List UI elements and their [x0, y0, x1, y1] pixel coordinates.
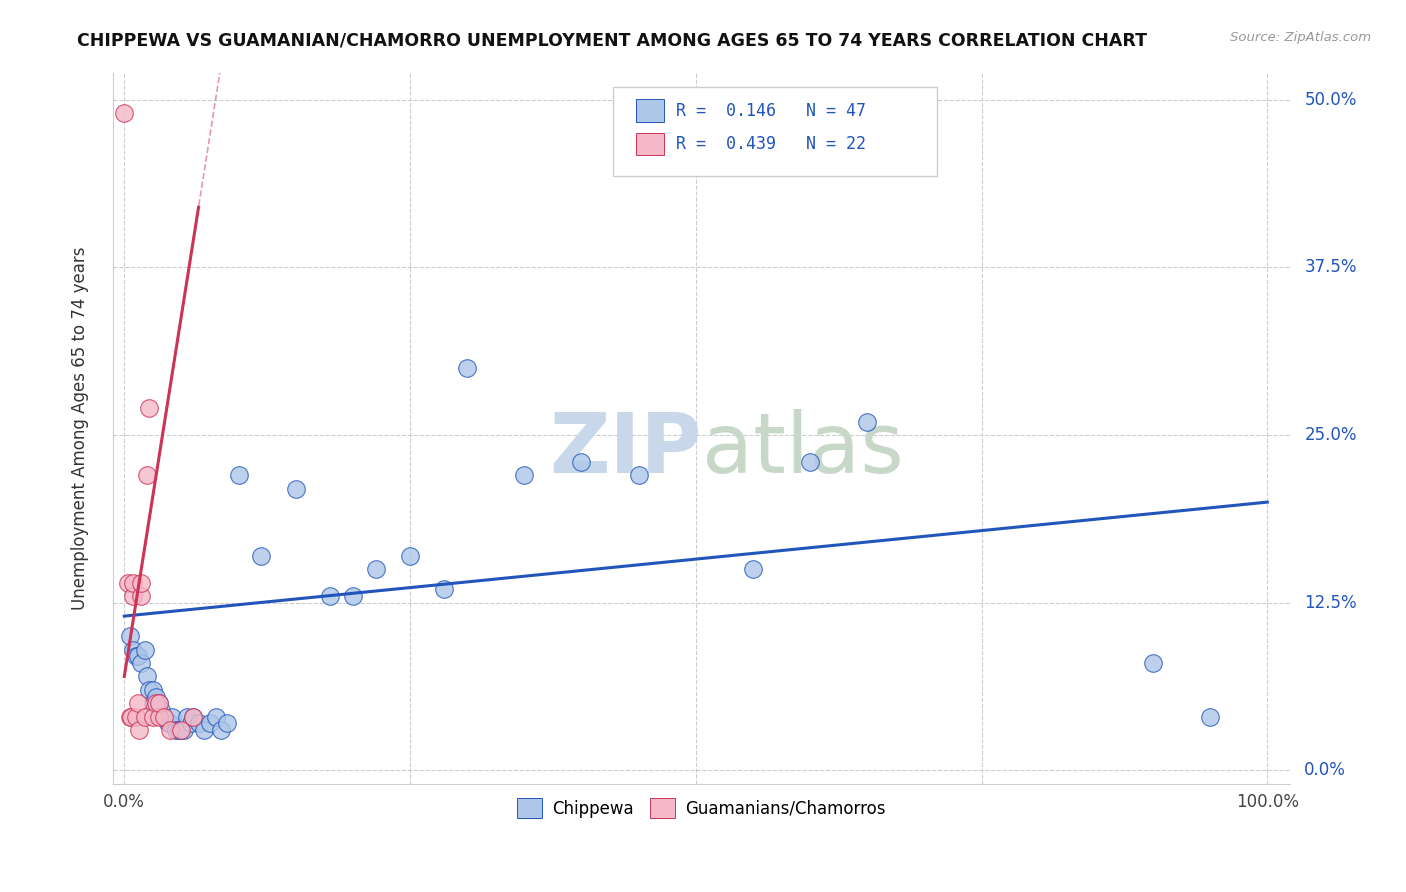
- Point: [122, 589, 145, 603]
- Point: [167, 723, 190, 737]
- Point: [118, 709, 141, 723]
- Point: [127, 696, 149, 710]
- Point: [127, 649, 149, 664]
- FancyBboxPatch shape: [636, 133, 664, 155]
- Point: [131, 656, 153, 670]
- Point: [209, 723, 232, 737]
- Point: [342, 589, 364, 603]
- Point: [198, 716, 221, 731]
- Text: 12.5%: 12.5%: [1305, 594, 1357, 612]
- Point: [284, 482, 307, 496]
- Point: [181, 709, 204, 723]
- Y-axis label: Unemployment Among Ages 65 to 74 years: Unemployment Among Ages 65 to 74 years: [72, 246, 89, 610]
- Point: [159, 723, 181, 737]
- Point: [117, 575, 139, 590]
- Point: [399, 549, 422, 563]
- Point: [159, 716, 181, 731]
- Text: 0.0%: 0.0%: [1305, 762, 1346, 780]
- Point: [142, 682, 165, 697]
- Point: [193, 723, 215, 737]
- Text: ZIP: ZIP: [548, 409, 702, 491]
- Point: [742, 562, 765, 576]
- Point: [217, 716, 239, 731]
- Point: [120, 709, 142, 723]
- Point: [170, 723, 193, 737]
- Point: [148, 696, 170, 710]
- Point: [145, 696, 167, 710]
- Point: [319, 589, 342, 603]
- Point: [162, 709, 184, 723]
- Point: [149, 703, 172, 717]
- Point: [627, 468, 650, 483]
- Point: [131, 575, 153, 590]
- Text: atlas: atlas: [702, 409, 903, 491]
- Point: [364, 562, 387, 576]
- Point: [153, 709, 176, 723]
- Point: [118, 629, 141, 643]
- Text: Source: ZipAtlas.com: Source: ZipAtlas.com: [1230, 31, 1371, 45]
- Point: [138, 682, 160, 697]
- Point: [1142, 656, 1164, 670]
- Text: 37.5%: 37.5%: [1305, 259, 1357, 277]
- Point: [204, 709, 226, 723]
- Point: [128, 723, 150, 737]
- Point: [142, 696, 165, 710]
- FancyBboxPatch shape: [613, 87, 936, 176]
- Point: [145, 690, 167, 704]
- Point: [187, 716, 209, 731]
- Point: [131, 589, 153, 603]
- Point: [250, 549, 273, 563]
- Point: [112, 106, 135, 120]
- Point: [125, 649, 148, 664]
- Point: [433, 582, 456, 597]
- Point: [180, 716, 202, 731]
- Point: [799, 455, 821, 469]
- Text: R =  0.439   N = 22: R = 0.439 N = 22: [676, 135, 866, 153]
- Point: [456, 361, 478, 376]
- Point: [856, 415, 879, 429]
- Point: [148, 696, 170, 710]
- Point: [228, 468, 250, 483]
- Text: R =  0.146   N = 47: R = 0.146 N = 47: [676, 102, 866, 120]
- Text: 25.0%: 25.0%: [1305, 426, 1357, 444]
- Point: [571, 455, 593, 469]
- Point: [148, 709, 170, 723]
- Point: [513, 468, 536, 483]
- Legend: Chippewa, Guamanians/Chamorros: Chippewa, Guamanians/Chamorros: [510, 791, 893, 825]
- Point: [122, 575, 145, 590]
- Point: [138, 401, 160, 416]
- Text: CHIPPEWA VS GUAMANIAN/CHAMORRO UNEMPLOYMENT AMONG AGES 65 TO 74 YEARS CORRELATIO: CHIPPEWA VS GUAMANIAN/CHAMORRO UNEMPLOYM…: [77, 31, 1147, 49]
- Point: [125, 709, 148, 723]
- Point: [181, 709, 204, 723]
- Point: [136, 468, 159, 483]
- Point: [136, 669, 159, 683]
- Point: [134, 709, 156, 723]
- Point: [142, 709, 165, 723]
- Point: [176, 709, 198, 723]
- Point: [173, 723, 195, 737]
- Point: [165, 723, 187, 737]
- Point: [1199, 709, 1222, 723]
- FancyBboxPatch shape: [636, 99, 664, 122]
- Point: [156, 716, 179, 731]
- Point: [170, 723, 193, 737]
- Point: [153, 709, 176, 723]
- Text: 50.0%: 50.0%: [1305, 91, 1357, 109]
- Point: [122, 642, 145, 657]
- Point: [134, 642, 156, 657]
